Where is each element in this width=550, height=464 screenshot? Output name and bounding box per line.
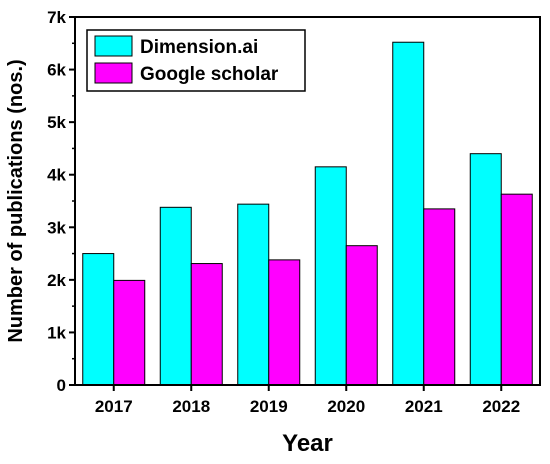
bar-google-2020 <box>345 245 378 386</box>
y-tick-label: 5k <box>47 113 66 132</box>
bar-dimension-2020 <box>314 166 347 386</box>
x-tick-label: 2020 <box>327 397 365 416</box>
x-tick-label: 2017 <box>95 397 133 416</box>
legend-label-dimension: Dimension.ai <box>140 37 258 58</box>
bars-group <box>82 41 533 386</box>
bar-google-2021 <box>423 208 456 386</box>
y-axis-title: Number of publications (nos.) <box>5 59 27 342</box>
x-tick-label: 2022 <box>482 397 520 416</box>
legend-swatch-dimension <box>94 35 133 57</box>
y-tick-label: 3k <box>47 218 66 237</box>
x-tick-label: 2018 <box>172 397 210 416</box>
y-tick-label: 1k <box>47 323 66 342</box>
bar-dimension-2019 <box>237 203 270 386</box>
bar-dimension-2021 <box>392 41 425 386</box>
bar-dimension-2018 <box>159 206 192 386</box>
y-tick-label: 0 <box>57 376 66 395</box>
bar-google-2019 <box>268 259 301 386</box>
x-tick-label: 2021 <box>405 397 443 416</box>
y-tick-label: 6k <box>47 61 66 80</box>
x-tick-label: 2019 <box>250 397 288 416</box>
legend-label-google: Google scholar <box>140 64 279 85</box>
y-tick-label: 2k <box>47 271 66 290</box>
ticks-group: 2017 2018 2019 2020 2021 2022 0 1k 2k 3k 4k 5k 6k 7k <box>47 8 520 416</box>
bar-dimension-2017 <box>82 253 115 386</box>
legend-swatch-google <box>94 62 133 84</box>
bar-google-2018 <box>190 263 223 386</box>
x-axis-title: Year <box>282 430 333 457</box>
y-tick-label: 7k <box>47 8 66 27</box>
y-tick-label: 4k <box>47 166 66 185</box>
bar-google-2017 <box>113 279 146 386</box>
legend: Dimension.ai Google scholar <box>86 29 306 92</box>
bar-google-2022 <box>500 193 533 386</box>
bar-dimension-2022 <box>469 153 502 386</box>
